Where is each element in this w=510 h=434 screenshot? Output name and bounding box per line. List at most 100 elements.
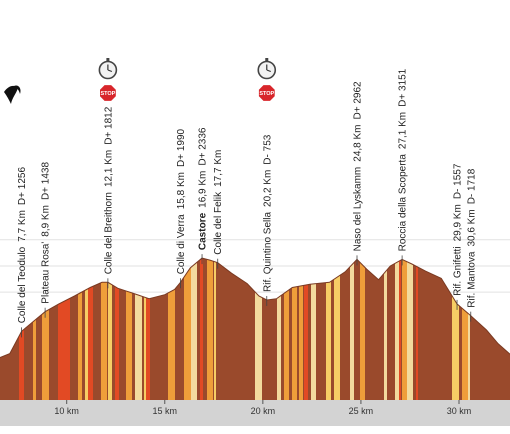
- terrain-stripe: [191, 258, 197, 400]
- terrain-stripe: [416, 258, 418, 400]
- waypoint-distance: 7,7 Km: [17, 210, 28, 242]
- terrain-stripe: [452, 258, 459, 400]
- terrain-stripe: [168, 258, 175, 400]
- waypoint-name: Rif. Quintino Sella: [262, 212, 273, 292]
- waypoint-name: Naso del Lyskamm: [353, 167, 364, 252]
- waypoint-name: Castore: [198, 212, 209, 250]
- waypoint-elevation: D+ 1256: [17, 167, 28, 206]
- waypoint-distance: 27,1 Km: [398, 112, 409, 149]
- terrain-stripe: [63, 258, 70, 400]
- waypoint: Rif. Gnifetti 29,9 Km D- 1557: [453, 163, 464, 310]
- waypoint: Colle del Teodulo 7,7 Km D+ 1256: [17, 167, 28, 338]
- terrain-stripe: [277, 258, 281, 400]
- terrain-stripe: [350, 258, 354, 400]
- waypoint-label: Rif. Quintino Sella 20,2 Km D- 753: [262, 134, 273, 292]
- waypoint-label: Rif. Gnifetti 29,9 Km D- 1557: [453, 163, 464, 296]
- stop-sign-label: STOP: [100, 91, 115, 97]
- waypoint-label: Colle di Verra 15,8 Km D+ 1990: [176, 128, 187, 274]
- terrain-stripe: [126, 258, 132, 400]
- terrain-stripe: [108, 258, 112, 400]
- waypoint-elevation: D+ 1438: [41, 162, 52, 201]
- elevation-area: [0, 257, 510, 400]
- terrain-stripe: [144, 258, 146, 400]
- waypoint-label: Rif. Mantova 30,6 Km D- 1718: [466, 168, 477, 307]
- terrain-stripe: [284, 258, 289, 400]
- waypoint-name: Colle di Verra: [176, 214, 187, 274]
- x-tick-label: 30 km: [447, 406, 472, 416]
- terrain-stripe: [360, 258, 365, 400]
- x-axis: 10 km 15 km 20 km 25 km 30 km: [0, 400, 510, 426]
- terrain-stripe: [42, 258, 49, 400]
- terrain-stripe: [407, 258, 413, 400]
- stopwatch-icon: [257, 58, 277, 80]
- terrain-stripe: [200, 258, 203, 400]
- terrain-stripe: [85, 258, 88, 400]
- waypoint-label: Roccia della Scoperta 27,1 Km D+ 3151: [398, 68, 409, 251]
- terrain-stripe: [334, 258, 340, 400]
- terrain-stripe: [33, 258, 36, 400]
- terrain-stripe: [78, 258, 82, 400]
- waypoint-label: Castore 16,9 Km D+ 2336: [198, 127, 209, 250]
- terrain-stripe: [462, 258, 468, 400]
- stop-sign-icon: STOP: [99, 84, 117, 102]
- waypoint-label: Colle del Felik 17,7 Km: [213, 150, 224, 255]
- x-tick-label: 20 km: [251, 406, 276, 416]
- waypoint-distance: 16,9 Km: [198, 171, 209, 208]
- terrain-stripe: [135, 258, 142, 400]
- terrain-stripe: [88, 258, 93, 400]
- waypoint-elevation: D+ 2962: [353, 81, 364, 120]
- stop-sign-label: STOP: [259, 91, 274, 97]
- waypoint-name: Colle del Teodulo: [17, 246, 28, 323]
- waypoint-distance: 24,8 Km: [353, 124, 364, 161]
- waypoint-label: Plateau Rosa' 8,9 Km D+ 1438: [41, 162, 52, 304]
- terrain-stripe: [292, 258, 297, 400]
- terrain-stripe: [214, 258, 216, 400]
- x-tick-label: 25 km: [349, 406, 374, 416]
- terrain-stripe: [101, 258, 107, 400]
- x-tick-label: 15 km: [153, 406, 178, 416]
- terrain-stripe: [146, 258, 150, 400]
- waypoint-distance: 15,8 Km: [176, 172, 187, 209]
- waypoint: Castore 16,9 Km D+ 2336: [198, 127, 209, 265]
- terrain-stripe: [384, 258, 387, 400]
- elevation-profile-line: [0, 257, 510, 358]
- waypoint-distance: 12,1 Km: [103, 150, 114, 187]
- waypoint-name: Rif. Mantova: [466, 251, 477, 308]
- waypoint-name: Colle del Breithorn: [103, 192, 114, 274]
- terrain-stripe: [399, 258, 401, 400]
- waypoint: Colle di Verra 15,8 Km D+ 1990: [176, 128, 187, 289]
- waypoint: Plateau Rosa' 8,9 Km D+ 1438: [41, 162, 52, 318]
- terrain-stripe: [184, 258, 191, 400]
- logo-fragment-icon: [4, 85, 21, 104]
- waypoint-label: Colle del Breithorn 12,1 Km D+ 1812: [103, 106, 114, 274]
- waypoint: Rif. Quintino Sella 20,2 Km D- 753: [262, 134, 273, 306]
- time-barrier: STOP: [98, 58, 118, 102]
- waypoint-labels: Colle del Teodulo 7,7 Km D+ 1256 Plateau Ro…: [17, 68, 477, 338]
- waypoint-name: Rif. Gnifetti: [453, 246, 464, 295]
- terrain-stripe: [299, 258, 303, 400]
- x-axis-band: [0, 400, 510, 426]
- terrain-stripe: [304, 258, 308, 400]
- waypoint-label: Naso del Lyskamm 24,8 Km D+ 2962: [353, 81, 364, 251]
- waypoint: Rif. Mantova 30,6 Km D- 1718: [466, 168, 477, 322]
- x-tick-label: 10 km: [54, 406, 79, 416]
- waypoint-elevation: D+ 2336: [198, 127, 209, 166]
- waypoint-elevation: D+ 3151: [398, 68, 409, 107]
- terrain-stripe: [58, 258, 63, 400]
- waypoint-elevation: D- 1557: [453, 163, 464, 199]
- waypoint-name: Plateau Rosa': [41, 242, 52, 304]
- waypoint-distance: 8,9 Km: [41, 205, 52, 237]
- waypoint-elevation: D+ 1990: [176, 128, 187, 167]
- stop-sign-icon: STOP: [258, 84, 276, 102]
- waypoint-label: Colle del Teodulo 7,7 Km D+ 1256: [17, 167, 28, 324]
- terrain-stripe: [395, 258, 399, 400]
- waypoint: Colle del Breithorn 12,1 Km D+ 1812: [103, 106, 114, 289]
- waypoint-distance: 20,2 Km: [262, 170, 273, 207]
- waypoint-distance: 17,7 Km: [213, 150, 224, 187]
- waypoint-name: Colle del Felik: [213, 191, 224, 255]
- waypoint: Colle del Felik 17,7 Km: [213, 150, 224, 269]
- terrain-stripes: [19, 258, 470, 400]
- stopwatch-icon: [98, 58, 118, 80]
- waypoint-name: Roccia della Scoperta: [398, 154, 409, 252]
